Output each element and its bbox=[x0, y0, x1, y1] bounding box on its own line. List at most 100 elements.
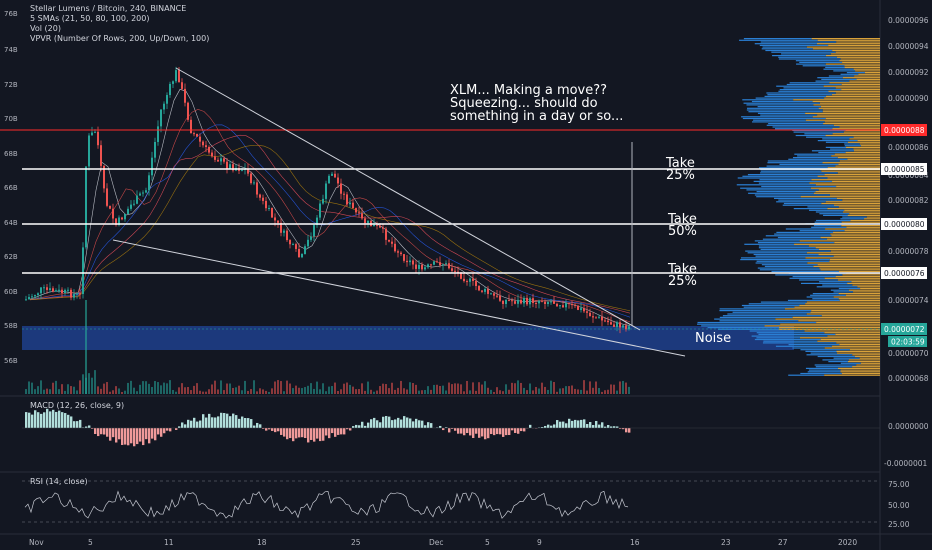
candle-body bbox=[403, 254, 405, 261]
candle-body bbox=[298, 248, 300, 258]
vpvr-row bbox=[811, 150, 854, 152]
macd-bar bbox=[523, 428, 526, 432]
volume-bar bbox=[475, 390, 477, 394]
rsi-pane-label[interactable]: RSI (14, close) bbox=[30, 477, 88, 486]
candle-body bbox=[601, 316, 603, 321]
vpvr-row bbox=[747, 107, 819, 109]
volume-bar bbox=[67, 384, 69, 394]
vpvr-row bbox=[844, 209, 880, 211]
candle-body bbox=[109, 205, 111, 209]
macd-bar bbox=[328, 428, 331, 439]
volume-tick: 60B bbox=[4, 288, 18, 296]
candle-body bbox=[487, 288, 489, 294]
candle-body bbox=[544, 301, 546, 304]
vpvr-legend[interactable]: VPVR (Number Of Rows, 200, Up/Down, 100) bbox=[30, 34, 210, 43]
macd-bar bbox=[64, 413, 67, 428]
volume-tick: 76B bbox=[4, 10, 18, 18]
note-text-line-3[interactable]: something in a day or so... bbox=[450, 109, 624, 124]
candle-body bbox=[337, 177, 339, 184]
volume-bar bbox=[184, 387, 186, 394]
vpvr-row bbox=[821, 78, 857, 80]
vpvr-row bbox=[786, 83, 842, 86]
volume-bar bbox=[364, 390, 366, 394]
rsi-tick: 75.00 bbox=[888, 480, 910, 489]
volume-bar bbox=[265, 390, 267, 394]
wedge-upper-trendline[interactable] bbox=[175, 67, 641, 331]
vpvr-row bbox=[800, 372, 842, 375]
candle-body bbox=[361, 213, 363, 219]
volume-bar bbox=[505, 384, 507, 394]
candle-body bbox=[178, 70, 180, 83]
take-label-1-line-2[interactable]: 25% bbox=[666, 168, 695, 183]
volume-bar bbox=[286, 380, 288, 394]
volume-bar bbox=[196, 383, 198, 394]
candlesticks[interactable] bbox=[25, 66, 630, 334]
price-tick: 0.0000082 bbox=[888, 196, 929, 205]
macd-bar bbox=[541, 427, 544, 428]
symbol-title[interactable]: Stellar Lumens / Bitcoin, 240, BINANCE bbox=[30, 4, 187, 13]
take-label-1-line-1[interactable]: Take bbox=[666, 156, 695, 171]
vpvr-row bbox=[839, 299, 880, 301]
volume-legend[interactable]: Vol (20) bbox=[30, 24, 61, 33]
vpvr-row bbox=[837, 172, 880, 174]
vpvr-row bbox=[818, 189, 880, 191]
vpvr-row bbox=[817, 77, 843, 79]
vpvr-row bbox=[774, 233, 831, 235]
vpvr-row bbox=[837, 367, 880, 369]
vpvr-row bbox=[842, 77, 880, 79]
vpvr-row bbox=[785, 228, 826, 230]
take-label-2-line-1[interactable]: Take bbox=[668, 212, 697, 227]
candle-body bbox=[112, 208, 114, 219]
vpvr-row bbox=[845, 294, 880, 296]
macd-bar bbox=[49, 411, 52, 428]
volume-bar bbox=[622, 380, 624, 394]
vpvr-row bbox=[754, 240, 800, 242]
rsi-tick: 50.00 bbox=[888, 501, 910, 510]
vpvr-row bbox=[818, 107, 880, 109]
candle-body bbox=[169, 83, 171, 96]
noise-zone-label[interactable]: Noise bbox=[695, 331, 732, 346]
vpvr-row bbox=[756, 260, 830, 262]
candle-body bbox=[493, 293, 495, 296]
candle-body bbox=[154, 141, 156, 158]
volume-bar bbox=[496, 387, 498, 394]
macd-bar bbox=[202, 414, 205, 428]
vpvr-row bbox=[825, 55, 880, 57]
candle-body bbox=[208, 147, 210, 153]
vpvr-row bbox=[816, 43, 880, 45]
wedge-lower-trendline[interactable] bbox=[112, 239, 686, 357]
take-label-3-line-1[interactable]: Take bbox=[668, 262, 697, 277]
candle-body bbox=[25, 299, 27, 301]
vpvr-row bbox=[823, 123, 880, 125]
vpvr-row bbox=[855, 70, 880, 72]
vpvr-row bbox=[833, 296, 880, 298]
volume-bar bbox=[460, 384, 462, 394]
macd-pane-label[interactable]: MACD (12, 26, close, 9) bbox=[30, 401, 125, 410]
sma-legend[interactable]: 5 SMAs (21, 50, 80, 100, 200) bbox=[30, 14, 150, 23]
macd-bar bbox=[421, 420, 424, 428]
volume-tick: 56B bbox=[4, 357, 18, 365]
macd-bar bbox=[430, 423, 433, 428]
candle-body bbox=[502, 300, 504, 304]
candle-body bbox=[577, 305, 579, 310]
note-text-line-1[interactable]: XLM... Making a move?? bbox=[450, 83, 608, 98]
macd-bar bbox=[37, 412, 40, 428]
vpvr-row bbox=[841, 83, 880, 86]
vpvr-row bbox=[834, 153, 880, 155]
macd-bar bbox=[394, 419, 397, 428]
vpvr-row bbox=[812, 298, 839, 300]
candle-body bbox=[229, 164, 231, 169]
candle-body bbox=[499, 295, 501, 301]
take-label-3-line-2[interactable]: 25% bbox=[668, 274, 697, 289]
vpvr-row bbox=[794, 153, 835, 155]
time-tick: 27 bbox=[778, 538, 788, 547]
note-text-line-2[interactable]: Squeezing... should do bbox=[450, 96, 598, 111]
volume-bar bbox=[595, 381, 597, 394]
candle-body bbox=[484, 288, 486, 292]
volume-bar bbox=[106, 382, 108, 394]
take-label-2-line-2[interactable]: 50% bbox=[668, 224, 697, 239]
candle-body bbox=[55, 290, 57, 292]
candle-body bbox=[532, 298, 534, 303]
noise-zone[interactable] bbox=[22, 326, 794, 350]
